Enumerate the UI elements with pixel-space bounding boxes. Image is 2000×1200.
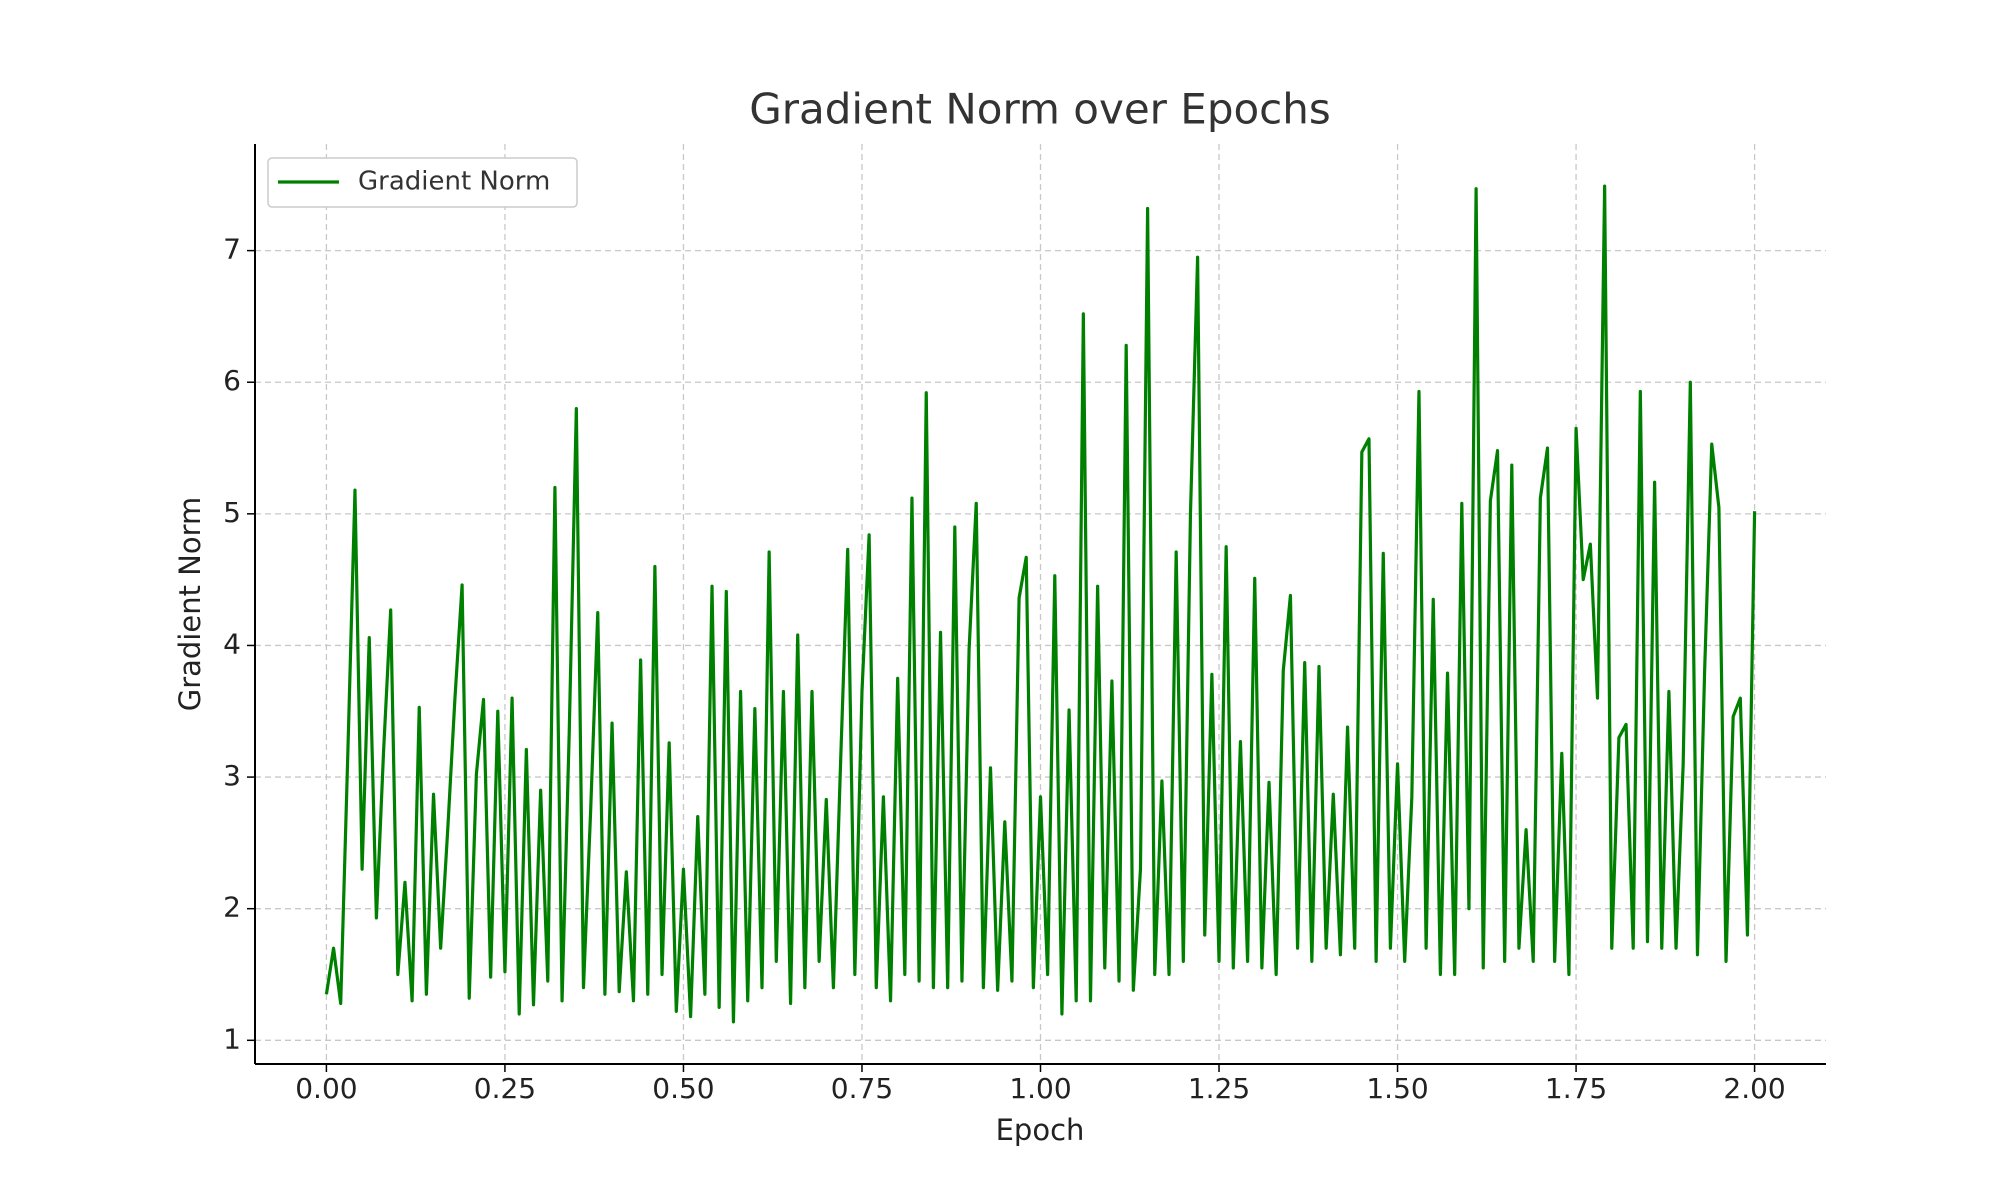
data-line xyxy=(324,184,1757,1024)
y-axis-label: Gradient Norm xyxy=(173,497,207,712)
y-tick-label: 2 xyxy=(223,891,241,924)
x-tick-label: 1.25 xyxy=(1188,1072,1250,1105)
y-tick-label: 7 xyxy=(223,233,241,266)
y-tick-label: 5 xyxy=(223,496,241,529)
x-tick-label: 1.50 xyxy=(1366,1072,1428,1105)
legend-label: Gradient Norm xyxy=(358,167,550,197)
x-tick-label: 2.00 xyxy=(1723,1072,1785,1105)
y-tick-label: 1 xyxy=(223,1022,241,1055)
chart-title: Gradient Norm over Epochs xyxy=(749,85,1331,134)
x-tick-label: 1.00 xyxy=(1009,1072,1071,1105)
y-tick-label: 6 xyxy=(223,364,241,397)
x-tick-label: 0.00 xyxy=(295,1072,357,1105)
y-tick-label: 4 xyxy=(223,627,241,660)
x-axis-label: Epoch xyxy=(996,1113,1085,1147)
x-tick-label: 0.75 xyxy=(831,1072,893,1105)
x-tick-label: 0.50 xyxy=(652,1072,714,1105)
x-tick-label: 0.25 xyxy=(474,1072,536,1105)
x-tick-label: 1.75 xyxy=(1545,1072,1607,1105)
legend-box xyxy=(267,157,578,208)
y-tick-label: 3 xyxy=(223,759,241,792)
